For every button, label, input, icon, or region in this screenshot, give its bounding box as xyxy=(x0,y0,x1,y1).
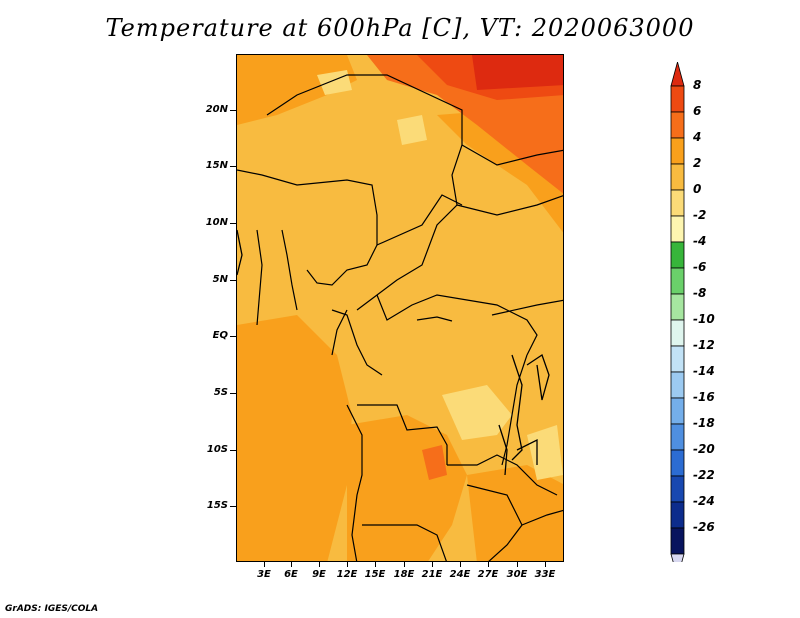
tick-lon-30e xyxy=(517,562,518,567)
map-canvas xyxy=(237,55,563,561)
field-hot-patch xyxy=(422,445,447,480)
colorbar-label: -12 xyxy=(693,338,715,352)
colorbar-top-arrow xyxy=(670,62,685,87)
lon-label-18e: 18E xyxy=(393,569,415,580)
tick-lat-5s xyxy=(230,393,236,394)
colorbar-label: 6 xyxy=(693,104,702,118)
tick-lat-15n xyxy=(230,166,236,167)
colorbar-box xyxy=(670,111,685,139)
grads-credit: GrADS: IGES/COLA xyxy=(5,604,99,614)
tick-lon-18e xyxy=(404,562,405,567)
colorbar-box xyxy=(670,137,685,165)
colorbar-box xyxy=(670,501,685,529)
colorbar-label: -4 xyxy=(693,234,707,248)
colorbar-label: -10 xyxy=(693,312,715,326)
colorbar-box xyxy=(670,267,685,295)
tick-lon-3e xyxy=(264,562,265,567)
colorbar-box xyxy=(670,397,685,425)
lon-label-3e: 3E xyxy=(257,569,271,580)
colorbar-label: -26 xyxy=(693,520,715,534)
lon-label-12e: 12E xyxy=(336,569,358,580)
tick-lat-20n xyxy=(230,110,236,111)
tick-lon-33e xyxy=(545,562,546,567)
tick-lon-6e xyxy=(291,562,292,567)
lat-label-10n: 10N xyxy=(205,217,228,228)
field-warm-north-west xyxy=(237,55,357,125)
colorbar-box xyxy=(670,423,685,451)
field-cool-patch-lakes xyxy=(527,425,563,480)
colorbar-box xyxy=(670,475,685,503)
lat-label-20n: 20N xyxy=(205,104,228,115)
colorbar-bottom-arrow xyxy=(670,553,685,562)
lon-label-21e: 21E xyxy=(421,569,443,580)
colorbar-box xyxy=(670,189,685,217)
colorbar-box xyxy=(670,449,685,477)
colorbar-label: -14 xyxy=(693,364,715,378)
tick-lon-27e xyxy=(488,562,489,567)
colorbar-label: 8 xyxy=(693,78,702,92)
tick-lon-15e xyxy=(375,562,376,567)
lon-label-6e: 6E xyxy=(284,569,298,580)
lon-label-30e: 30E xyxy=(506,569,528,580)
colorbar-label: -18 xyxy=(693,416,715,430)
tick-lat-10n xyxy=(230,223,236,224)
lat-label-15s: 15S xyxy=(206,500,228,511)
lat-label-eq: EQ xyxy=(212,330,228,341)
colorbar-box xyxy=(670,293,685,321)
colorbar-label: -2 xyxy=(693,208,707,222)
lon-label-33e: 33E xyxy=(534,569,556,580)
lon-label-15e: 15E xyxy=(364,569,386,580)
lon-label-9e: 9E xyxy=(312,569,326,580)
colorbar-box xyxy=(670,319,685,347)
field-hottest-north xyxy=(472,55,563,90)
colorbar-box xyxy=(670,371,685,399)
colorbar-label: -22 xyxy=(693,468,715,482)
lon-label-27e: 27E xyxy=(477,569,499,580)
tick-lon-9e xyxy=(319,562,320,567)
tick-lon-21e xyxy=(432,562,433,567)
lon-label-24e: 24E xyxy=(449,569,471,580)
colorbar-label: -6 xyxy=(693,260,707,274)
field-cool-patch-east xyxy=(442,385,512,440)
colorbar-label: -8 xyxy=(693,286,707,300)
tick-lat-15s xyxy=(230,506,236,507)
country-borders xyxy=(237,74,563,561)
colorbar-box xyxy=(670,241,685,269)
colorbar-box xyxy=(670,163,685,191)
temperature-map xyxy=(236,54,564,562)
field-cool-patch-north xyxy=(397,115,427,145)
colorbar xyxy=(670,62,685,562)
lat-label-15n: 15N xyxy=(205,160,228,171)
tick-lon-24e xyxy=(460,562,461,567)
tick-lat-eq xyxy=(230,336,236,337)
colorbar-box xyxy=(670,527,685,555)
tick-lat-5n xyxy=(230,280,236,281)
colorbar-box xyxy=(670,85,685,113)
colorbar-label: -24 xyxy=(693,494,715,508)
coastline-and-lakes xyxy=(237,229,550,476)
colorbar-box xyxy=(670,345,685,373)
tick-lat-10s xyxy=(230,450,236,451)
colorbar-label: -16 xyxy=(693,390,715,404)
colorbar-label: 0 xyxy=(693,182,702,196)
lat-label-5s: 5S xyxy=(213,387,228,398)
colorbar-label: -20 xyxy=(693,442,715,456)
field-warm-west-coast xyxy=(237,315,352,561)
colorbar-label: 2 xyxy=(693,156,702,170)
colorbar-label: 4 xyxy=(693,130,702,144)
field-warm-south-east xyxy=(467,465,563,561)
lat-label-10s: 10S xyxy=(206,444,228,455)
chart-title: Temperature at 600hPa [C], VT: 202006300… xyxy=(105,14,695,42)
colorbar-box xyxy=(670,215,685,243)
tick-lon-12e xyxy=(347,562,348,567)
lat-label-5n: 5N xyxy=(212,274,228,285)
